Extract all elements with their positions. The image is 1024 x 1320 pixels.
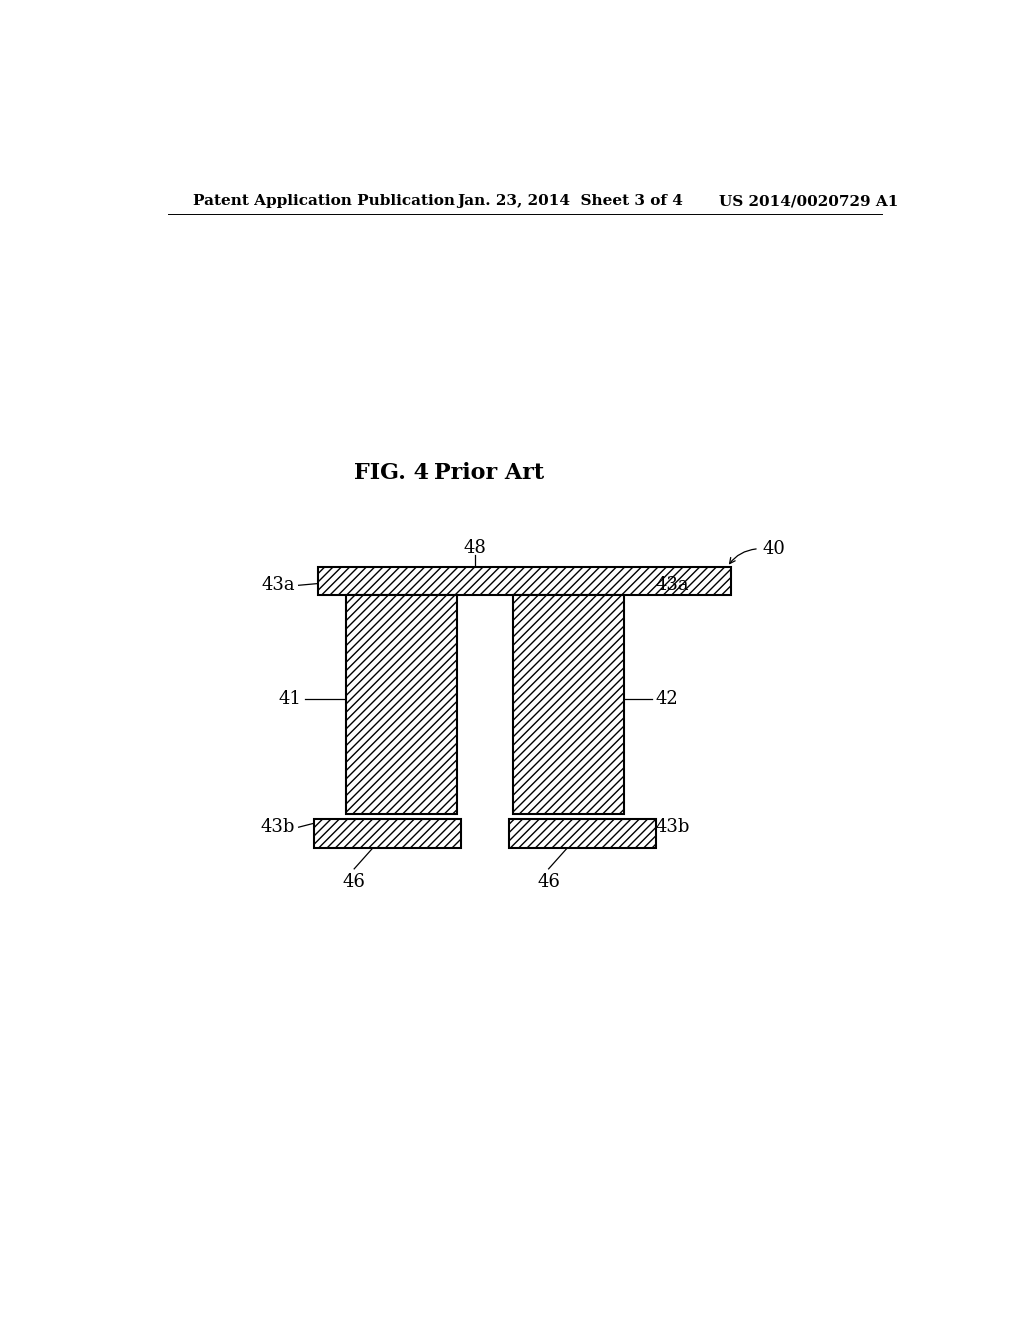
Text: FIG. 4: FIG. 4 xyxy=(354,462,429,484)
Text: 43a: 43a xyxy=(655,577,689,594)
Bar xyxy=(509,818,655,847)
Bar xyxy=(318,568,731,595)
Bar xyxy=(513,595,624,814)
Text: Prior Art: Prior Art xyxy=(433,462,544,484)
Text: 43a: 43a xyxy=(261,577,295,594)
Text: 46: 46 xyxy=(343,873,366,891)
Text: 41: 41 xyxy=(279,690,301,708)
Bar xyxy=(346,595,458,814)
Text: Patent Application Publication: Patent Application Publication xyxy=(194,194,455,209)
Text: 40: 40 xyxy=(763,540,785,557)
Text: 46: 46 xyxy=(538,873,560,891)
Text: 48: 48 xyxy=(464,539,486,557)
Bar xyxy=(314,818,461,847)
Text: 43b: 43b xyxy=(260,818,295,836)
Text: 43b: 43b xyxy=(655,818,690,836)
Text: Jan. 23, 2014  Sheet 3 of 4: Jan. 23, 2014 Sheet 3 of 4 xyxy=(458,194,683,209)
Text: 42: 42 xyxy=(655,690,679,708)
Text: US 2014/0020729 A1: US 2014/0020729 A1 xyxy=(719,194,899,209)
